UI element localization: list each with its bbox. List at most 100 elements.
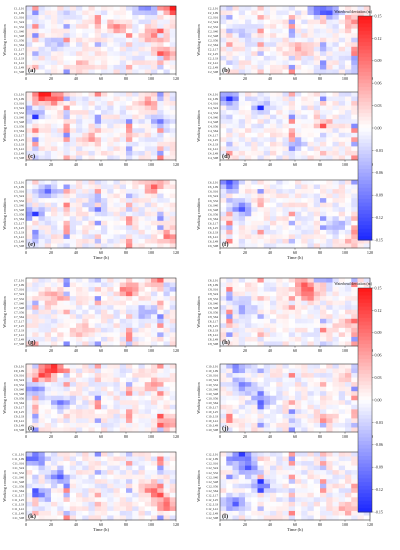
heatmap-cell (238, 180, 246, 185)
colorbar-segment (358, 358, 372, 364)
heatmap-cell (119, 234, 127, 240)
heatmap-cell (301, 314, 308, 320)
heatmap-cell (113, 105, 121, 111)
heatmap-cell (157, 413, 164, 419)
colorbar-segment (358, 90, 372, 95)
heatmap-cell (232, 150, 240, 156)
row-label: C1_L41 (14, 61, 25, 65)
heatmap-cell (107, 404, 114, 410)
heatmap-cell (38, 497, 46, 503)
heatmap-cell (232, 456, 240, 462)
panel-9: C9_L01C9_L09C9_S16C9_S24C9_S32C9_S40C9_S… (2, 363, 179, 439)
colorbar-segment (358, 161, 372, 166)
heatmap-cell (276, 211, 283, 217)
heatmap-cell (270, 400, 277, 406)
heatmap-cell (169, 368, 177, 374)
heatmap-cell (338, 198, 346, 203)
row-label: C4_L01 (208, 93, 219, 97)
heatmap-cell (313, 510, 321, 516)
heatmap-cell (345, 413, 352, 419)
heatmap-cell (326, 137, 333, 143)
heatmap-cell (338, 465, 346, 471)
heatmap-cell (144, 198, 152, 203)
heatmap-cell (107, 42, 114, 48)
x-tick-label: 40 (268, 250, 272, 255)
heatmap-cell (338, 229, 346, 235)
heatmap-cell (245, 341, 252, 347)
heatmap-cell (251, 141, 258, 147)
heatmap-cell (169, 123, 177, 129)
heatmap-cell (270, 336, 277, 342)
heatmap-cell (338, 119, 346, 125)
heatmap-cell (270, 96, 277, 102)
heatmap-cell (32, 220, 39, 226)
heatmap-cell (351, 368, 358, 374)
heatmap-cell (301, 243, 308, 249)
heatmap-cell (332, 474, 340, 480)
heatmap-cell (232, 189, 240, 194)
heatmap-cell (63, 198, 71, 203)
heatmap-cell (270, 155, 277, 161)
heatmap-cell (32, 461, 39, 466)
heatmap-cell (251, 193, 258, 199)
heatmap-cell (220, 341, 227, 347)
x-tick-label: 60 (99, 348, 103, 353)
row-label: C3_S24 (14, 106, 24, 110)
heatmap-cell (345, 318, 352, 324)
heatmap-cell (357, 282, 365, 288)
heatmap-cell (101, 64, 108, 70)
heatmap-cell (63, 10, 71, 16)
heatmap-cell (338, 386, 346, 392)
heatmap-cell (44, 198, 52, 203)
heatmap-cell (257, 413, 265, 419)
heatmap-cell (101, 42, 108, 48)
colorbar-segment (358, 53, 372, 58)
heatmap-cell (232, 336, 240, 342)
heatmap-cell (57, 243, 64, 249)
heatmap-cell (238, 452, 246, 457)
heatmap-cell (245, 146, 252, 152)
heatmap-cell (151, 418, 158, 424)
heatmap-cell (251, 501, 258, 507)
heatmap-cell (282, 341, 290, 347)
heatmap-cell (332, 229, 340, 235)
heatmap-cell (63, 51, 71, 57)
colorbar-segment (358, 198, 372, 204)
heatmap-cell (126, 19, 133, 25)
heatmap-cell (57, 364, 64, 369)
heatmap-cell (38, 155, 46, 161)
heatmap-cell (94, 474, 102, 480)
heatmap-cell (307, 146, 315, 152)
heatmap-cell (345, 515, 352, 521)
heatmap-cell (119, 278, 127, 283)
heatmap-cell (57, 386, 64, 392)
heatmap-cell (295, 400, 302, 406)
heatmap-cell (94, 373, 102, 378)
heatmap-cell (144, 427, 152, 433)
heatmap-cell (69, 128, 77, 134)
heatmap-cell (251, 309, 258, 315)
heatmap-cell (82, 141, 89, 147)
heatmap-cell (107, 225, 114, 231)
heatmap-cell (351, 60, 358, 66)
heatmap-cell (320, 132, 327, 138)
heatmap-cell (119, 96, 127, 102)
heatmap-cell (301, 418, 308, 424)
x-tick-label: 20 (49, 434, 53, 439)
heatmap-cell (226, 96, 233, 102)
heatmap-cell (245, 506, 252, 512)
heatmap-cell (313, 155, 321, 161)
heatmap-cell (282, 114, 290, 120)
heatmap-cell (295, 207, 302, 213)
heatmap-cell (257, 146, 265, 152)
heatmap-cell (82, 180, 89, 185)
heatmap-cell (295, 114, 302, 120)
heatmap-cell (326, 409, 333, 415)
heatmap-cell (245, 229, 252, 235)
heatmap-cell (282, 282, 290, 288)
heatmap-cell (332, 184, 340, 190)
heatmap-cell (107, 382, 114, 387)
heatmap-cell (138, 119, 146, 125)
row-label: C3_S32 (14, 111, 24, 115)
heatmap-cell (351, 382, 358, 387)
